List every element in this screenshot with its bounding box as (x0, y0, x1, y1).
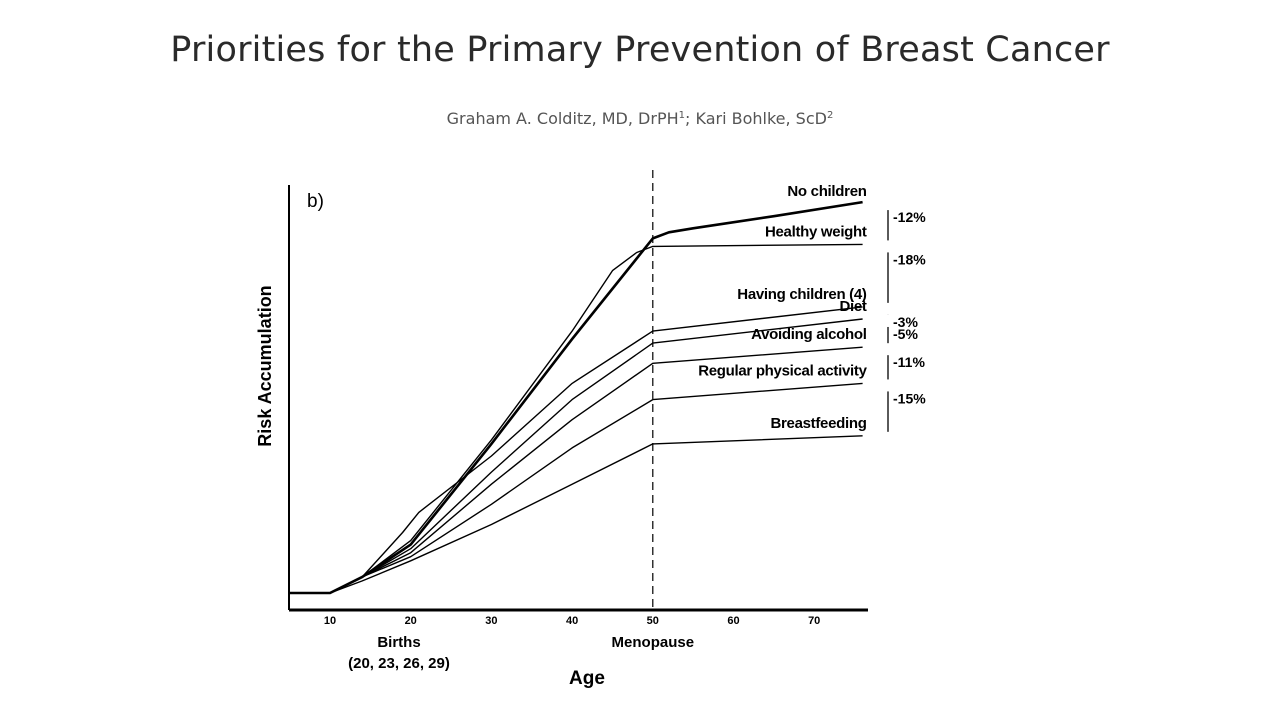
reduction-label-4: -5% (893, 326, 918, 342)
author-2: Kari Bohlke, ScD (695, 109, 827, 128)
reduction-label-5: -11% (893, 354, 925, 370)
reduction-label-6: -15% (893, 390, 926, 406)
menopause-label: Menopause (612, 634, 695, 651)
reduction-label-3: -3% (893, 314, 918, 330)
series-label-4: Diet (839, 298, 866, 315)
births-ages-label: (20, 23, 26, 29) (348, 655, 450, 672)
x-tick-label-20: 20 (405, 615, 417, 627)
series-line-4 (289, 318, 863, 594)
x-tick-label-50: 50 (647, 615, 659, 627)
series-line-7 (289, 435, 863, 594)
author-2-affiliation: 2 (826, 110, 834, 121)
x-tick-label-40: 40 (566, 615, 578, 627)
series-label-1: No children (787, 183, 866, 200)
series-lines (289, 200, 889, 595)
authors-line: Graham A. Colditz, MD, DrPH1; Kari Bohlk… (0, 109, 1280, 128)
series-line-5 (289, 346, 863, 594)
author-separator: ; (685, 109, 696, 128)
axes (288, 170, 868, 612)
x-tick-label-60: 60 (727, 615, 739, 627)
series-label-5: Avoiding alcohol (751, 326, 867, 343)
series-line-3 (289, 306, 863, 594)
series-label-7: Breastfeeding (770, 415, 866, 432)
reduction-label-2: -18% (893, 251, 926, 267)
births-label: Births (377, 634, 420, 651)
reduction-label-1: -12% (893, 209, 926, 225)
x-tick-label-10: 10 (324, 615, 336, 627)
x-tick-label-70: 70 (808, 615, 820, 627)
series-label-3: Having children (4) (737, 286, 867, 303)
series-label-6: Regular physical activity (698, 362, 867, 379)
x-tick-label-30: 30 (485, 615, 497, 627)
x-axis-title: Age (569, 668, 605, 689)
author-1: Graham A. Colditz, MD, DrPH (446, 109, 679, 128)
y-axis-title: Risk Accumulation (255, 285, 275, 446)
series-label-2: Healthy weight (765, 223, 867, 240)
chart-text: 10 20 30 40 50 60 70 No children Healthy weight H… (255, 183, 926, 689)
panel-label: b) (307, 191, 324, 212)
author-1-affiliation: 1 (678, 110, 685, 121)
page-title: Priorities for the Primary Prevention of… (170, 30, 1110, 70)
